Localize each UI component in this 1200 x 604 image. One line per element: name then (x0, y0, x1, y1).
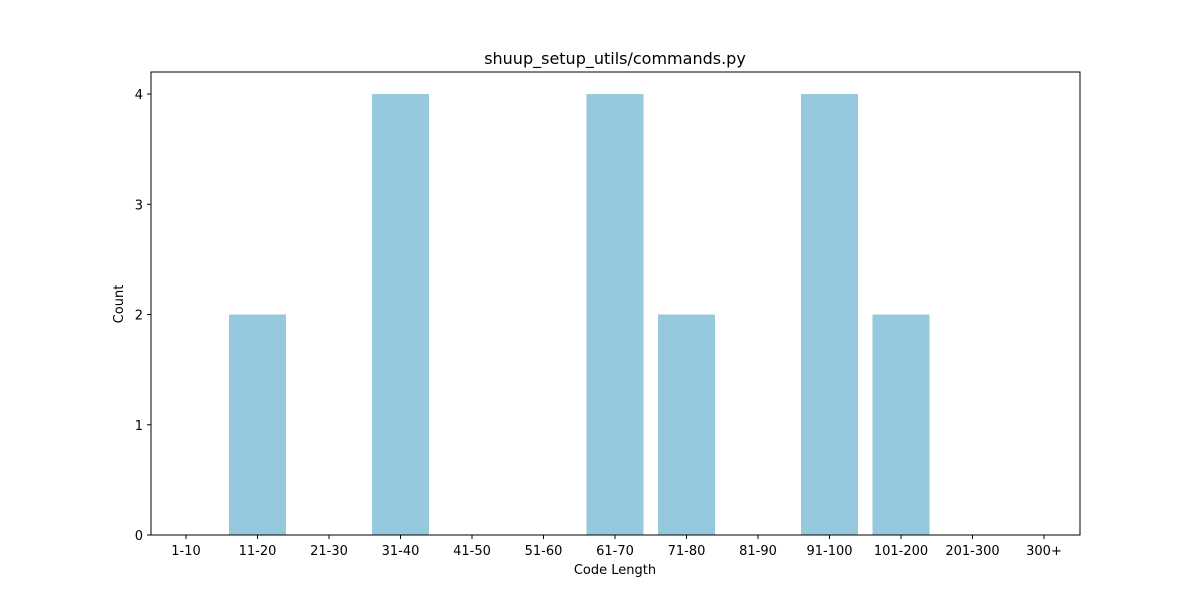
x-tick-label: 21-30 (310, 544, 348, 559)
y-tick-label: 4 (135, 88, 143, 103)
x-tick-label: 201-300 (945, 544, 999, 559)
y-tick-label: 0 (135, 529, 143, 544)
x-axis-ticks: 1-10 11-20 21-30 31-40 41-50 51-60 61-70 71-80 8… (171, 535, 1062, 559)
x-tick-label: 81-90 (739, 544, 777, 559)
x-tick-label: 51-60 (525, 544, 563, 559)
x-axis-label: Code Length (574, 563, 656, 578)
bars-group (229, 94, 930, 536)
chart-title: shuup_setup_utils/commands.py (484, 49, 746, 69)
y-axis-label: Count (112, 285, 127, 324)
x-tick-label: 300+ (1026, 544, 1062, 559)
bar-71-80 (658, 314, 715, 535)
x-tick-label: 11-20 (239, 544, 277, 559)
x-tick-label: 31-40 (382, 544, 420, 559)
x-tick-label: 71-80 (668, 544, 706, 559)
plot-area-frame (150, 71, 1081, 536)
x-tick-label: 1-10 (171, 544, 201, 559)
y-tick-label: 3 (135, 198, 143, 213)
bar-31-40 (372, 94, 429, 536)
bar-11-20 (229, 314, 286, 535)
bar-101-200 (872, 314, 930, 535)
y-tick-label: 1 (135, 419, 143, 434)
y-axis-ticks: 0 1 2 3 4 (135, 88, 151, 544)
y-tick-label: 2 (135, 309, 143, 324)
x-tick-label: 91-100 (806, 544, 852, 559)
x-tick-label: 61-70 (596, 544, 634, 559)
bar-61-70 (586, 94, 644, 536)
x-tick-label: 41-50 (453, 544, 491, 559)
bar-91-100 (801, 94, 858, 536)
x-tick-label: 101-200 (874, 544, 928, 559)
